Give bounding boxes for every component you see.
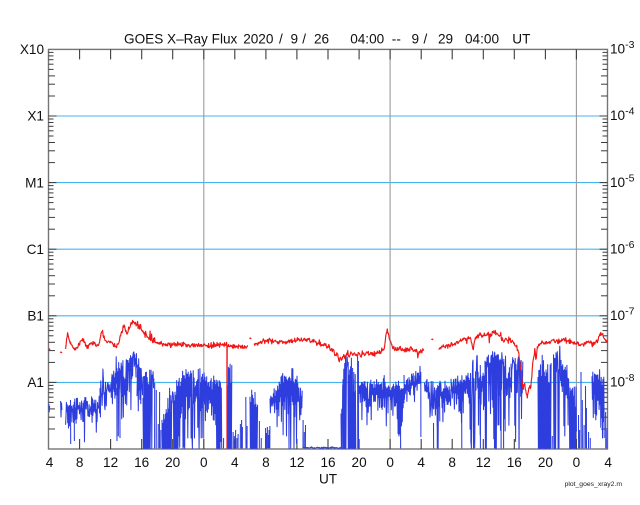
svg-text:C1: C1	[27, 242, 44, 257]
svg-text:4: 4	[46, 455, 54, 470]
svg-text:4: 4	[604, 455, 612, 470]
svg-text:0: 0	[573, 455, 581, 470]
svg-text:B1: B1	[27, 309, 44, 324]
svg-text:4: 4	[417, 455, 425, 470]
svg-text:8: 8	[76, 455, 84, 470]
svg-text:A1: A1	[27, 375, 44, 390]
svg-text:20: 20	[538, 455, 554, 470]
svg-text:8: 8	[448, 455, 456, 470]
svg-text:0: 0	[200, 455, 208, 470]
svg-text:12: 12	[476, 455, 491, 470]
svg-text:M1: M1	[25, 175, 44, 190]
svg-text:0: 0	[386, 455, 394, 470]
svg-text:16: 16	[134, 455, 149, 470]
svg-text:X10: X10	[20, 42, 45, 57]
svg-text:12: 12	[289, 455, 304, 470]
svg-text:4: 4	[231, 455, 239, 470]
svg-text:20: 20	[165, 455, 181, 470]
svg-text:16: 16	[320, 455, 335, 470]
svg-text:16: 16	[507, 455, 522, 470]
svg-text:20: 20	[352, 455, 368, 470]
svg-text:12: 12	[103, 455, 118, 470]
svg-text:UT: UT	[319, 471, 337, 486]
svg-text:plot_goes_xray2.m: plot_goes_xray2.m	[565, 481, 623, 488]
svg-text:X1: X1	[27, 109, 44, 124]
svg-text:8: 8	[262, 455, 270, 470]
